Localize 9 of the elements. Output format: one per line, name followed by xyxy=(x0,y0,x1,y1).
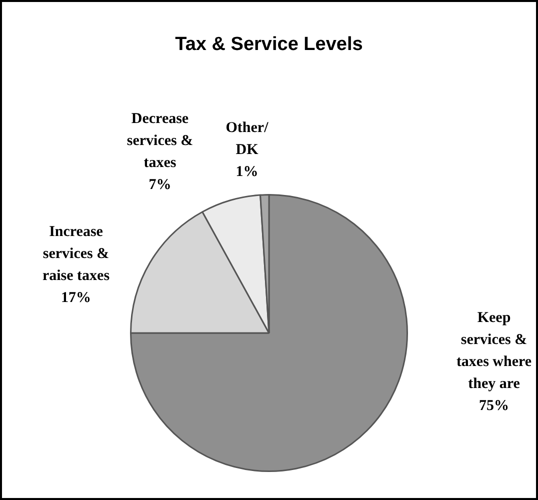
data-label: 7% xyxy=(148,176,172,193)
chart-title: Tax & Service Levels xyxy=(175,34,363,56)
data-label: 17% xyxy=(61,290,91,306)
slice-label: Other/ DK xyxy=(226,120,270,158)
slice-label: Keep services & taxes where they are xyxy=(456,310,532,392)
slice-label: Decrease services & taxes xyxy=(126,110,194,171)
data-label: 1% xyxy=(236,164,258,180)
slice-label: Increase services & raise taxes xyxy=(42,224,110,284)
data-label: 75% xyxy=(479,398,509,414)
